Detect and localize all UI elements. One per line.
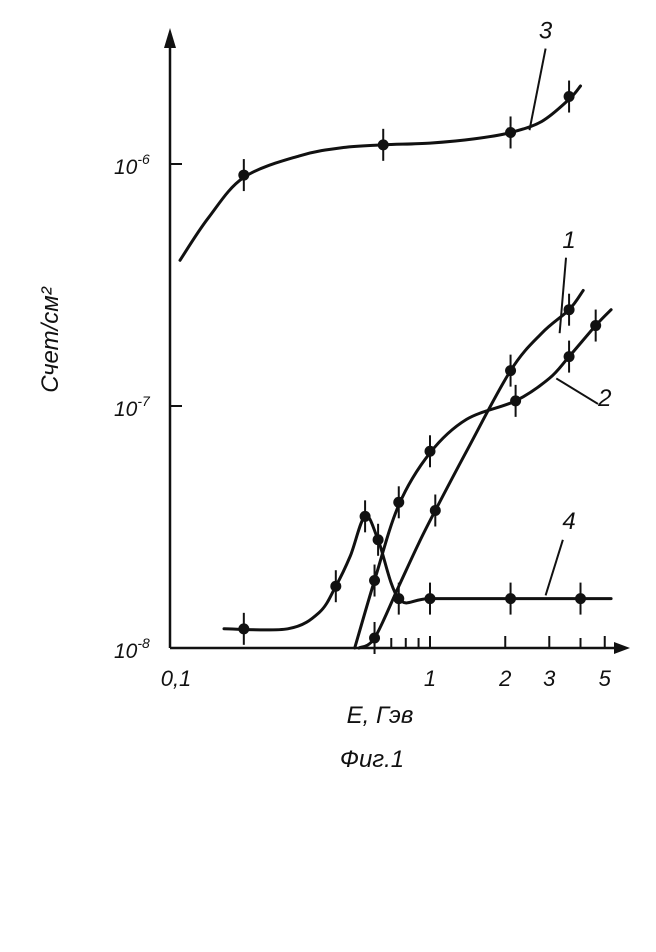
series-2-point: [564, 351, 575, 362]
series-4-leader-line: [546, 540, 563, 596]
y-tick-label: 10-7: [114, 393, 151, 421]
x-axis-title: E, Гэв: [347, 702, 414, 729]
x-axis-arrow: [614, 642, 630, 654]
y-axis-arrow: [164, 28, 176, 48]
series-1-leader-line: [560, 258, 566, 333]
x-tick-label: 2: [498, 666, 511, 691]
y-axis-title: Счет/см²: [37, 286, 64, 392]
series-3-point: [564, 91, 575, 102]
series-4-point: [373, 534, 384, 545]
series-4-point: [330, 581, 341, 592]
series-3-leader-line: [529, 49, 545, 131]
x-tick-label: 3: [543, 666, 556, 691]
series-1-point: [369, 632, 380, 643]
series-4-point: [238, 623, 249, 634]
y-tick-label: 10-6: [114, 151, 150, 179]
series-2-point: [425, 446, 436, 457]
figure-caption: Фиг.1: [340, 746, 404, 773]
series-2-label: 2: [597, 385, 611, 412]
series-1-point: [505, 365, 516, 376]
series-4-label: 4: [562, 508, 575, 535]
series-1-label: 1: [562, 227, 575, 254]
series-3-label: 3: [539, 18, 553, 45]
y-tick-label: 10-8: [114, 635, 150, 663]
series-1-point: [564, 304, 575, 315]
series-2-leader-line: [556, 378, 598, 403]
series-4-point: [360, 511, 371, 522]
series-2-point: [510, 395, 521, 406]
x-tick-label: 5: [599, 666, 612, 691]
series-4-point: [425, 593, 436, 604]
x-tick-label: 0,1: [161, 666, 192, 691]
markers: [238, 81, 601, 654]
x-tick-label: 1: [424, 666, 436, 691]
series-4-point: [575, 593, 586, 604]
series-4-point: [505, 593, 516, 604]
series-3-point: [378, 139, 389, 150]
series-2-point: [393, 497, 404, 508]
series-1-point: [430, 505, 441, 516]
series-2-point: [590, 320, 601, 331]
series-4-point: [393, 593, 404, 604]
series-2-point: [369, 575, 380, 586]
series-3-point: [505, 127, 516, 138]
series-3-point: [238, 170, 249, 181]
series-1-line: [359, 291, 583, 649]
